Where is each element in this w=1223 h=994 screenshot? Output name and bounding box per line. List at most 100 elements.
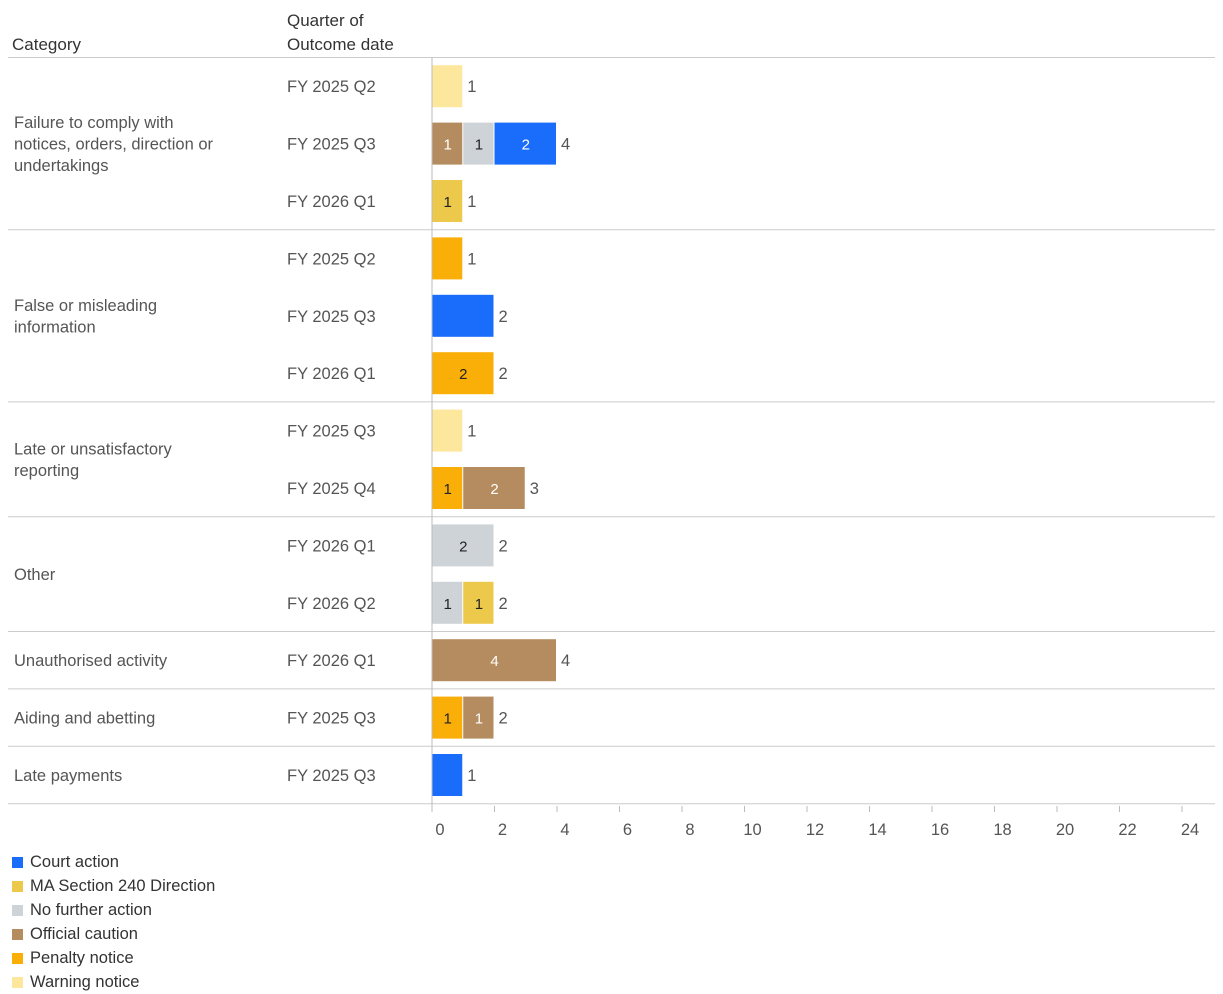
quarter-label: FY 2026 Q1 <box>287 652 376 670</box>
legend-swatch <box>12 904 23 916</box>
bar-total-label: 4 <box>561 136 570 154</box>
segment-value-label: 1 <box>443 596 451 613</box>
legend-swatch <box>12 880 23 892</box>
category-label: notices, orders, direction or <box>14 136 214 154</box>
legend-item: Official caution <box>12 922 215 946</box>
bar-segment <box>463 122 494 165</box>
bar-segment <box>463 696 494 739</box>
segment-value-label: 1 <box>443 137 451 154</box>
segment-value-label: 1 <box>475 137 483 154</box>
bar-total-label: 1 <box>467 193 476 211</box>
category-label: undertakings <box>14 157 108 175</box>
category-label: information <box>14 319 96 337</box>
bar-total-label: 4 <box>561 652 570 670</box>
bar-segment <box>432 237 463 280</box>
x-tick-label: 22 <box>1118 821 1136 839</box>
x-tick-label: 16 <box>931 821 949 839</box>
category-column-header: Category <box>12 35 81 54</box>
quarter-label: FY 2025 Q2 <box>287 78 376 96</box>
x-tick-label: 10 <box>743 821 761 839</box>
segment-value-label: 2 <box>522 137 530 154</box>
bar-segment <box>432 65 463 108</box>
legend-label: MA Section 240 Direction <box>30 876 216 895</box>
bar-segment <box>432 524 494 567</box>
x-tick-label: 14 <box>868 821 886 839</box>
legend-swatch <box>12 928 23 940</box>
bar-segment <box>432 409 463 452</box>
quarter-label: FY 2026 Q1 <box>287 365 376 383</box>
legend-label: Court action <box>30 852 119 871</box>
x-tick-label: 12 <box>806 821 824 839</box>
bar-total-label: 1 <box>467 767 476 785</box>
quarter-label: FY 2026 Q2 <box>287 595 376 613</box>
bar-segment <box>463 581 494 624</box>
category-label: Late payments <box>14 767 122 785</box>
bar-total-label: 3 <box>530 480 539 498</box>
legend-item: Warning notice <box>12 970 215 994</box>
chart-legend: Court action MA Section 240 Direction No f… <box>12 850 215 994</box>
category-label: Aiding and abetting <box>14 710 155 728</box>
segment-value-label: 1 <box>443 194 451 211</box>
segment-value-label: 4 <box>490 653 498 670</box>
segment-value-label: 1 <box>475 711 483 728</box>
quarter-label: FY 2025 Q2 <box>287 250 376 268</box>
category-label: Failure to comply with <box>14 114 174 132</box>
quarter-label: FY 2025 Q4 <box>287 480 376 498</box>
bar-segment <box>432 122 463 165</box>
segment-value-label: 2 <box>459 538 467 555</box>
bar-total-label: 2 <box>499 365 508 383</box>
legend-item: No further action <box>12 898 215 922</box>
bar-segment <box>432 639 556 682</box>
category-label: Other <box>14 566 56 584</box>
bar-total-label: 2 <box>499 308 508 326</box>
bar-total-label: 2 <box>499 710 508 728</box>
category-label: Unauthorised activity <box>14 652 168 670</box>
quarter-label: FY 2025 Q3 <box>287 423 376 441</box>
segment-value-label: 2 <box>459 366 467 383</box>
x-tick-label: 18 <box>993 821 1011 839</box>
quarter-column-header-line2: Outcome date <box>287 35 394 54</box>
segment-value-label: 2 <box>490 481 498 498</box>
x-tick-label: 24 <box>1181 821 1199 839</box>
quarter-label: FY 2025 Q3 <box>287 136 376 154</box>
bar-segment <box>432 467 463 509</box>
x-tick-label: 2 <box>498 821 507 839</box>
bar-segment <box>432 754 463 796</box>
category-label: Late or unsatisfactory <box>14 441 172 459</box>
segment-value-label: 1 <box>443 481 451 498</box>
bar-segment <box>432 581 463 624</box>
bar-segment <box>463 467 525 509</box>
legend-label: No further action <box>30 900 152 919</box>
bar-total-label: 2 <box>499 537 508 555</box>
category-label: reporting <box>14 462 79 480</box>
bar-segment <box>432 352 494 395</box>
legend-label: Official caution <box>30 924 138 943</box>
stacked-bar-chart: Failure to comply with notices, orders, d… <box>8 57 1215 839</box>
legend-swatch <box>12 952 23 964</box>
bar-total-label: 2 <box>499 595 508 613</box>
bar-segment <box>494 122 556 165</box>
legend-item: MA Section 240 Direction <box>12 874 215 898</box>
x-tick-label: 8 <box>685 821 694 839</box>
legend-swatch <box>12 856 23 868</box>
x-tick-label: 6 <box>623 821 632 839</box>
bar-total-label: 1 <box>467 250 476 268</box>
segment-value-label: 1 <box>443 711 451 728</box>
quarter-column-header-line1: Quarter of <box>287 11 364 30</box>
legend-swatch <box>12 976 23 988</box>
category-label: False or misleading <box>14 297 157 315</box>
bar-total-label: 1 <box>467 423 476 441</box>
bar-segment <box>432 696 463 739</box>
x-tick-label: 0 <box>435 821 444 839</box>
quarter-label: FY 2025 Q3 <box>287 710 376 728</box>
legend-item: Court action <box>12 850 215 874</box>
quarter-label: FY 2025 Q3 <box>287 767 376 785</box>
quarter-label: FY 2025 Q3 <box>287 308 376 326</box>
quarter-label: FY 2026 Q1 <box>287 537 376 555</box>
legend-label: Penalty notice <box>30 948 134 967</box>
bar-segment <box>432 180 463 222</box>
bar-segment <box>432 294 494 337</box>
quarter-label: FY 2026 Q1 <box>287 193 376 211</box>
bar-total-label: 1 <box>467 78 476 96</box>
x-tick-label: 4 <box>560 821 569 839</box>
